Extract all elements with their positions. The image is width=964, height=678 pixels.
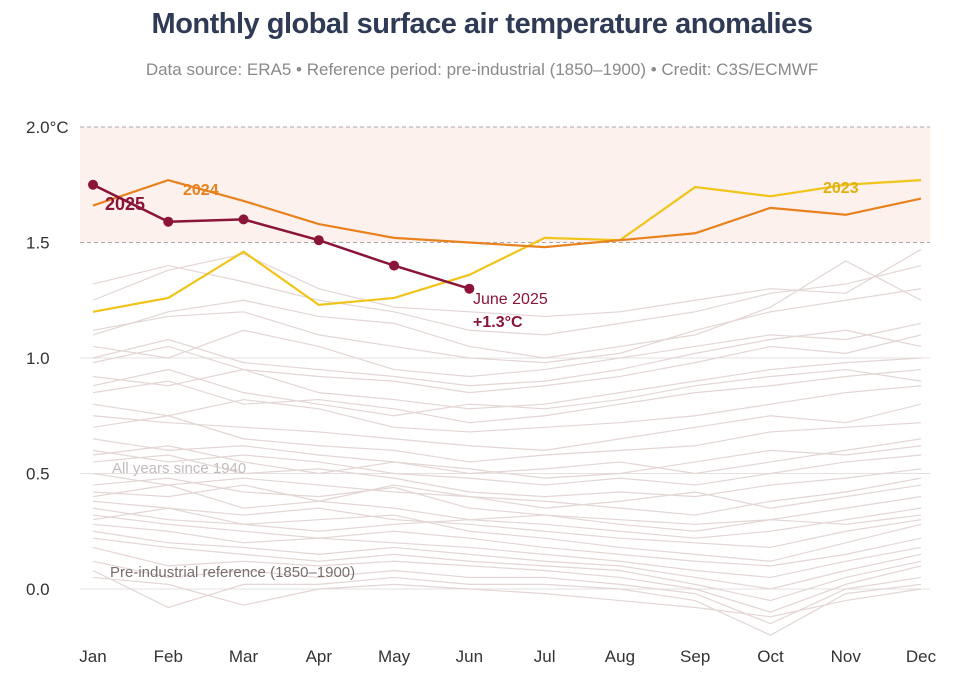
x-tick-label: Jan <box>79 647 106 666</box>
x-tick-label: Jul <box>534 647 556 666</box>
background-year-line <box>92 484 922 539</box>
x-tick-label: May <box>378 647 411 666</box>
background-year-line <box>92 530 922 590</box>
background-year-line <box>92 523 922 579</box>
threshold-band <box>80 127 930 243</box>
background-year-line <box>92 368 922 417</box>
background-year-line <box>92 500 922 549</box>
background-year-line <box>92 477 922 525</box>
label-preindustrial: Pre-industrial reference (1850–1900) <box>110 564 355 581</box>
background-year-line <box>92 569 922 636</box>
background-year-line <box>92 546 922 613</box>
background-year-line <box>92 415 922 463</box>
background-year-line <box>92 264 922 336</box>
background-year-line <box>92 507 922 562</box>
series-line-2024 <box>92 178 922 249</box>
background-year-line <box>92 514 922 567</box>
chart-subtitle: Data source: ERA5 • Reference period: pr… <box>145 60 819 79</box>
x-tick-label: Dec <box>906 647 937 666</box>
label-2025: 2025 <box>105 194 145 214</box>
y-tick-label: 0.5 <box>26 465 50 484</box>
background-year-line <box>92 472 922 516</box>
background-year-line <box>92 322 922 378</box>
background-year-line <box>92 484 922 509</box>
background-year-line <box>92 385 922 433</box>
x-tick-label: Sep <box>680 647 710 666</box>
chart-title: Monthly global surface air temperature a… <box>151 8 813 40</box>
point-2025 <box>238 214 249 225</box>
background-year-line <box>92 248 922 318</box>
label-june-value: +1.3°C <box>473 314 523 331</box>
background-year-line <box>92 560 922 625</box>
point-2025 <box>163 216 174 227</box>
background-year-line <box>92 288 922 364</box>
point-2025 <box>313 235 324 246</box>
background-year-line <box>92 454 922 498</box>
background-year-line <box>92 576 922 618</box>
point-2025 <box>464 283 475 294</box>
y-tick-label: 2.0°C <box>26 118 69 137</box>
series-line-2023 <box>92 179 922 313</box>
label-all-years: All years since 1940 <box>112 460 246 477</box>
y-tick-label: 0.0 <box>26 580 50 599</box>
label-june-2025: June 2025 <box>473 291 548 308</box>
background-year-line <box>92 507 922 532</box>
background-year-line <box>92 449 922 486</box>
x-tick-label: Apr <box>306 647 333 666</box>
x-tick-label: Feb <box>154 647 183 666</box>
background-year-line <box>92 537 922 602</box>
background-year-line <box>92 329 922 387</box>
point-2025 <box>88 179 98 190</box>
series-line-2025 <box>92 183 470 290</box>
background-year-line <box>92 403 922 452</box>
x-tick-label: Oct <box>757 647 784 666</box>
background-year-line <box>92 445 922 479</box>
y-tick-label: 1.0 <box>26 349 50 368</box>
label-2023: 2023 <box>823 180 859 197</box>
background-year-line <box>92 334 922 394</box>
x-tick-label: Jun <box>456 647 483 666</box>
x-tick-label: Aug <box>605 647 635 666</box>
label-2024: 2024 <box>183 182 219 199</box>
y-tick-label: 1.5 <box>26 234 50 253</box>
background-year-line <box>92 368 922 424</box>
x-tick-label: Nov <box>831 647 862 666</box>
point-2025 <box>389 260 400 271</box>
x-tick-label: Mar <box>229 647 259 666</box>
background-year-line <box>92 438 922 475</box>
background-year-line <box>92 260 922 359</box>
